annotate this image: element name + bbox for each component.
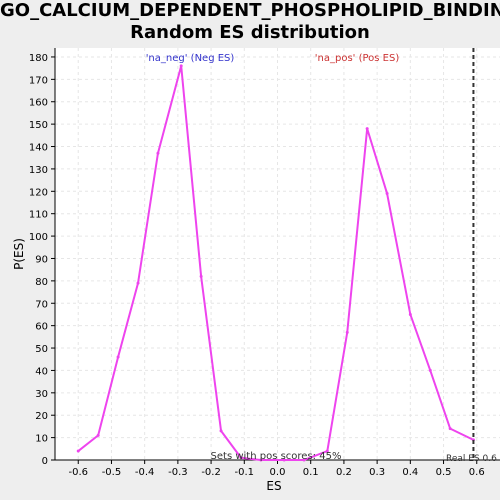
y-tick-label: 140 bbox=[29, 143, 48, 154]
data-point bbox=[345, 330, 349, 334]
y-tick-label: 50 bbox=[35, 344, 48, 355]
x-tick-label: 0.5 bbox=[436, 467, 452, 478]
data-point bbox=[365, 127, 369, 131]
y-tick-label: 160 bbox=[29, 98, 48, 109]
x-tick-label: 0.6 bbox=[469, 467, 485, 478]
data-point bbox=[136, 281, 140, 285]
data-point bbox=[325, 449, 329, 453]
data-point bbox=[302, 458, 306, 462]
y-tick-label: 60 bbox=[35, 322, 48, 333]
x-tick-label: -0.5 bbox=[102, 467, 122, 478]
y-tick-label: 80 bbox=[35, 277, 48, 288]
data-point bbox=[408, 312, 412, 316]
series-line bbox=[77, 64, 474, 461]
series-layer bbox=[76, 64, 475, 462]
x-tick-label: -0.1 bbox=[235, 467, 255, 478]
data-point bbox=[448, 427, 452, 431]
data-point bbox=[76, 449, 80, 453]
data-point bbox=[179, 64, 183, 68]
y-tick-label: 120 bbox=[29, 187, 48, 198]
y-tick-label: 10 bbox=[35, 434, 48, 445]
data-point bbox=[385, 192, 389, 196]
x-tick-label: 0.0 bbox=[270, 467, 286, 478]
data-point bbox=[428, 368, 432, 372]
data-point bbox=[259, 458, 263, 462]
y-tick-label: 90 bbox=[35, 254, 48, 265]
x-tick-label: -0.2 bbox=[201, 467, 221, 478]
y-tick-label: 100 bbox=[29, 232, 48, 243]
data-point bbox=[156, 151, 160, 155]
pos-es-label: 'na_pos' (Pos ES) bbox=[315, 53, 400, 64]
chart-title: GO_CALCIUM_DEPENDENT_PHOSPHOLIPID_BINDIN… bbox=[0, 0, 500, 44]
data-point bbox=[219, 429, 223, 433]
chart-title-line-2: Random ES distribution bbox=[130, 22, 370, 43]
data-point bbox=[282, 458, 286, 462]
y-tick-label: 150 bbox=[29, 120, 48, 131]
x-tick-label: -0.6 bbox=[68, 467, 88, 478]
grid-lines bbox=[55, 48, 500, 461]
axis-ticks: 0 10 20 30 40 50 60 70 80 90 100 110 120 130 140 150 160… bbox=[29, 53, 485, 478]
data-point bbox=[239, 456, 243, 460]
y-tick-label: 0 bbox=[42, 456, 48, 467]
x-tick-label: 0.3 bbox=[369, 467, 385, 478]
data-point bbox=[199, 274, 203, 278]
y-tick-label: 70 bbox=[35, 299, 48, 310]
data-point bbox=[96, 433, 100, 437]
x-tick-label: 0.4 bbox=[402, 467, 418, 478]
data-point bbox=[116, 355, 120, 359]
y-tick-label: 170 bbox=[29, 75, 48, 86]
y-axis-label: P(ES) bbox=[12, 238, 26, 270]
y-tick-label: 30 bbox=[35, 389, 48, 400]
pos-scores-text: Sets with pos scores: 45% bbox=[211, 451, 342, 462]
y-tick-label: 40 bbox=[35, 366, 48, 377]
x-tick-label: -0.3 bbox=[168, 467, 188, 478]
real-es-text: Real ES 0.6 bbox=[446, 454, 497, 464]
annotations: 'na_neg' (Neg ES) 'na_pos' (Pos ES) Sets… bbox=[146, 48, 497, 464]
x-axis-label: ES bbox=[266, 479, 281, 493]
x-tick-label: 0.2 bbox=[336, 467, 352, 478]
x-tick-label: -0.4 bbox=[135, 467, 155, 478]
y-tick-label: 20 bbox=[35, 411, 48, 422]
chart-title-line-1: GO_CALCIUM_DEPENDENT_PHOSPHOLIPID_BINDIN… bbox=[0, 0, 500, 21]
y-tick-label: 110 bbox=[29, 210, 48, 221]
x-tick-label: 0.1 bbox=[303, 467, 319, 478]
y-tick-label: 130 bbox=[29, 165, 48, 176]
neg-es-label: 'na_neg' (Neg ES) bbox=[146, 53, 235, 64]
y-tick-label: 180 bbox=[29, 53, 48, 64]
